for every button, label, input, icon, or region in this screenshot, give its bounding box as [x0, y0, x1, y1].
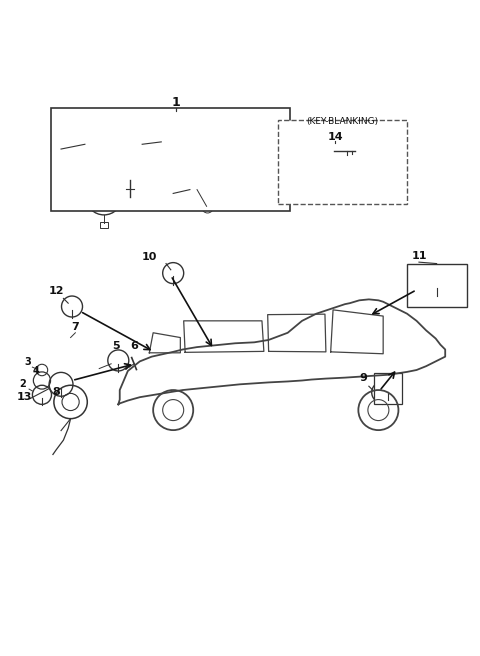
Text: 11: 11 — [411, 251, 427, 261]
Text: 7: 7 — [72, 322, 79, 332]
FancyBboxPatch shape — [51, 142, 65, 153]
Text: 5: 5 — [112, 341, 120, 351]
Text: 4: 4 — [32, 366, 39, 376]
Text: 3: 3 — [24, 357, 31, 367]
Bar — [278, 121, 407, 204]
Text: 1: 1 — [171, 96, 180, 110]
Text: 13: 13 — [17, 392, 32, 402]
Text: 12: 12 — [48, 285, 64, 296]
Text: 14: 14 — [328, 132, 343, 142]
Text: (KEY-BLANKING): (KEY-BLANKING) — [307, 117, 379, 126]
Text: 8: 8 — [52, 387, 60, 397]
Bar — [51, 108, 290, 211]
Bar — [100, 222, 108, 228]
Text: 10: 10 — [142, 252, 157, 262]
Bar — [373, 373, 402, 404]
Bar — [407, 264, 467, 306]
Text: 6: 6 — [130, 341, 138, 351]
Text: 9: 9 — [359, 373, 367, 383]
Text: 2: 2 — [20, 379, 26, 389]
